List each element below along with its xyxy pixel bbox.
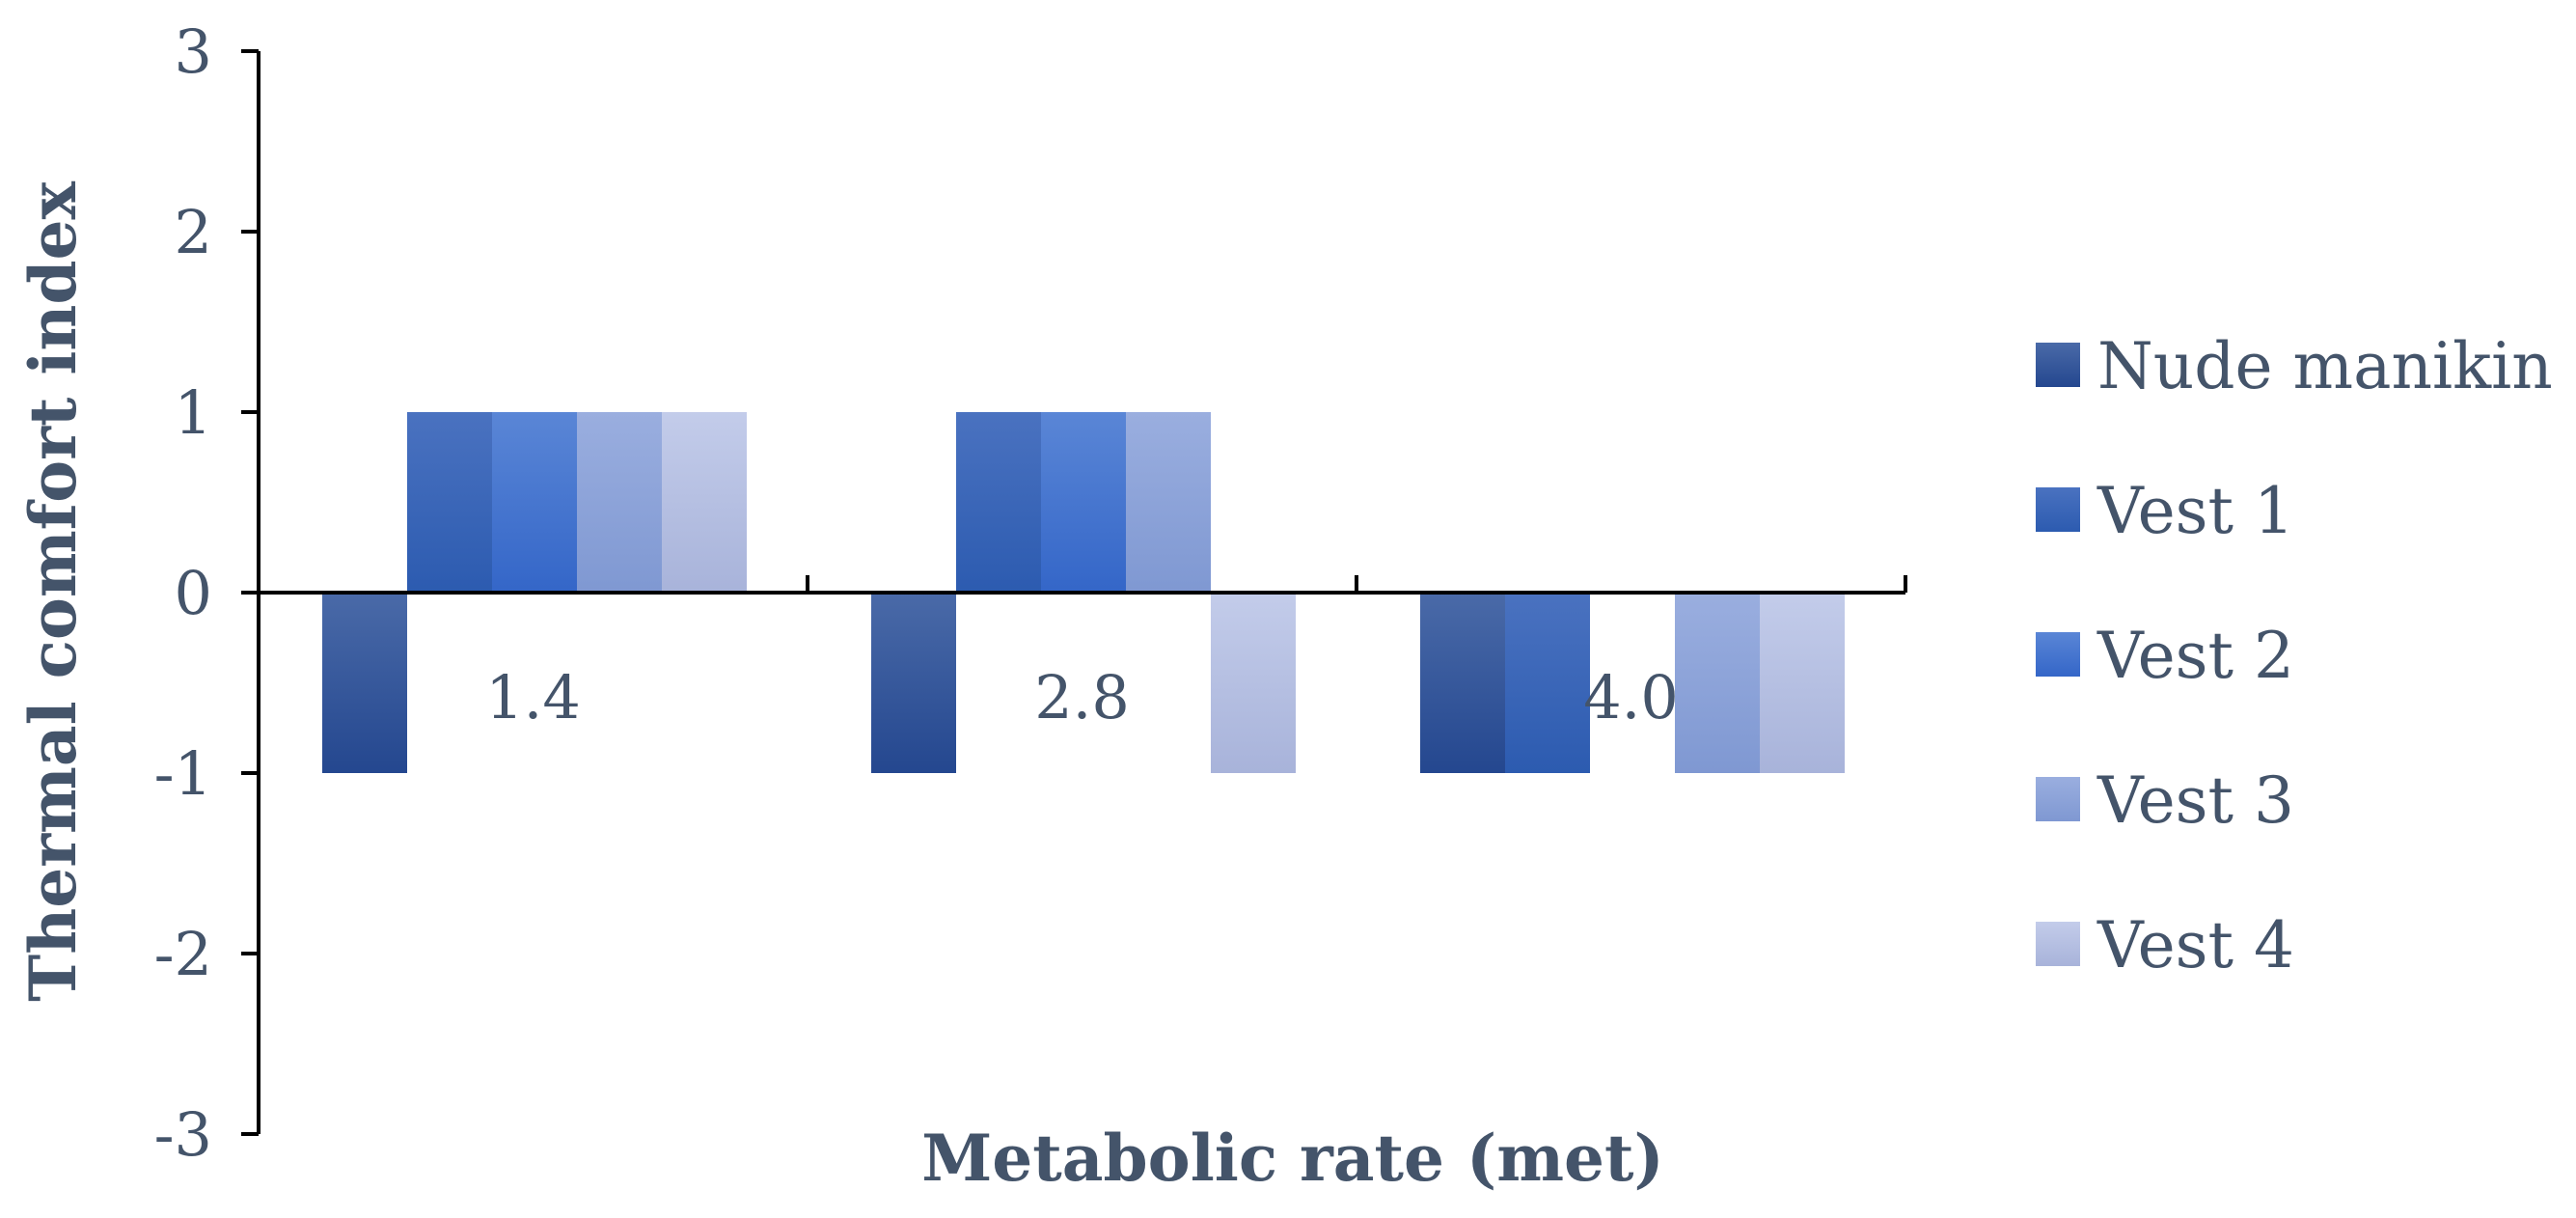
bar-nude-manikin-2.8 [871, 593, 956, 773]
y-axis-title: Thermal comfort index [15, 180, 91, 1001]
legend-swatch-vest-3 [2036, 777, 2080, 821]
y-tick-label: -3 [154, 1099, 212, 1170]
y-tick-label: -1 [154, 738, 212, 809]
bar-vest-1-2.8 [956, 412, 1041, 593]
axes-layer [257, 51, 1905, 1134]
bar-vest-4-4.0 [1760, 593, 1845, 773]
y-tick-label: 1 [175, 377, 212, 448]
bar-vest-4-2.8 [1211, 593, 1296, 773]
legend-swatch-nude-manikin [2036, 343, 2080, 387]
bar-vest-1-4.0 [1505, 593, 1590, 773]
y-tick-label: 2 [175, 197, 212, 267]
y-tick-label: 3 [175, 16, 212, 87]
legend-label: Vest 3 [2096, 763, 2294, 838]
legend-label: Vest 1 [2096, 474, 2294, 548]
legend-label: Vest 4 [2096, 908, 2294, 983]
category-label: 1.4 [485, 662, 581, 733]
legend: Nude manikin Vest 1 Vest 2 Vest 3 Vest 4 [2036, 329, 2553, 983]
x-axis-title: Metabolic rate (met) [921, 1121, 1664, 1196]
bar-vest-3-1.4 [577, 412, 662, 593]
ticks-layer: 3 2 1 0 -1 -2 -3 [154, 16, 1907, 1170]
category-labels: 1.4 2.8 4.0 [485, 662, 1679, 733]
legend-label: Nude manikin [2097, 329, 2553, 403]
bar-nude-manikin-1.4 [322, 593, 407, 773]
category-label: 4.0 [1583, 662, 1679, 733]
bar-vest-2-1.4 [492, 412, 577, 593]
bar-vest-4-1.4 [662, 412, 747, 593]
y-tick-label: 0 [175, 558, 212, 628]
legend-swatch-vest-2 [2036, 632, 2080, 677]
legend-label: Vest 2 [2096, 619, 2294, 693]
bar-vest-2-2.8 [1041, 412, 1126, 593]
bar-nude-manikin-4.0 [1420, 593, 1505, 773]
bar-vest-3-4.0 [1675, 593, 1760, 773]
bars-layer [322, 412, 1845, 773]
legend-swatch-vest-1 [2036, 487, 2080, 532]
bar-vest-3-2.8 [1126, 412, 1211, 593]
category-label: 2.8 [1034, 662, 1130, 733]
bar-vest-1-1.4 [407, 412, 492, 593]
legend-swatch-vest-4 [2036, 922, 2080, 966]
y-tick-label: -2 [154, 919, 212, 989]
